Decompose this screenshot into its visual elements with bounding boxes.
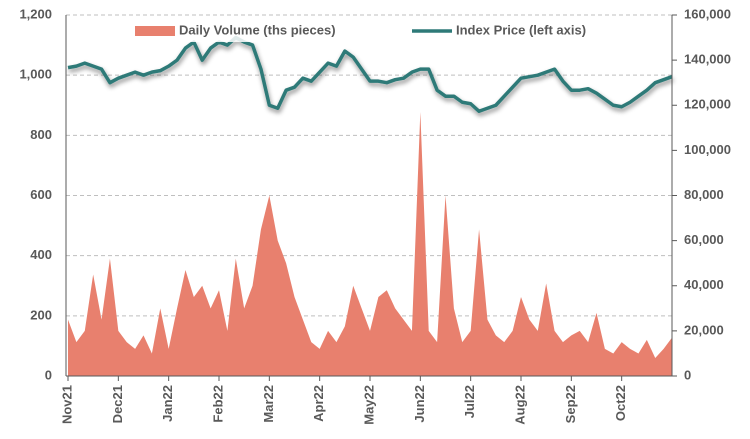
index-line: [67, 35, 673, 114]
y-tick-label: 400: [30, 247, 52, 262]
x-tick-label: Mar22: [261, 385, 276, 423]
y-tick-label: 600: [30, 187, 52, 202]
legend-label: Index Price (left axis): [456, 22, 586, 37]
x-tick-label: Nov21: [59, 385, 74, 424]
x-tick-label: May22: [361, 385, 376, 425]
y2-tick-label: 20,000: [684, 322, 724, 337]
y2-tick-label: 160,000: [684, 6, 731, 21]
y-tick-label: 800: [30, 127, 52, 142]
x-tick-label: Apr22: [311, 385, 326, 422]
x-tick-label: Feb22: [210, 385, 225, 423]
y2-tick-label: 40,000: [684, 277, 724, 292]
x-tick-label: Aug22: [512, 385, 527, 425]
x-tick-label: Sep22: [563, 385, 578, 423]
x-tick-label: Dec21: [110, 385, 125, 423]
legend-background: [135, 20, 605, 42]
y2-tick-label: 140,000: [684, 52, 731, 67]
legend-label: Daily Volume (ths pieces): [179, 22, 336, 37]
x-tick-label: Jun22: [412, 385, 427, 423]
y-tick-label: 1,200: [19, 6, 52, 21]
y2-tick-label: 80,000: [684, 187, 724, 202]
x-tick-label: Jul22: [462, 385, 477, 418]
legend-swatch: [135, 26, 175, 36]
y-tick-label: 200: [30, 307, 52, 322]
x-tick-label: Oct22: [613, 385, 628, 421]
legend: Daily Volume (ths pieces) Index Price (le…: [135, 20, 605, 42]
y-tick-label: 0: [45, 367, 52, 382]
y2-tick-label: 100,000: [684, 142, 731, 157]
y2-tick-label: 0: [684, 367, 691, 382]
y2-tick-label: 120,000: [684, 97, 731, 112]
x-tick-label: Jan22: [160, 385, 175, 422]
y2-tick-label: 60,000: [684, 232, 724, 247]
volume-area: [68, 112, 672, 377]
y-tick-label: 1,000: [19, 67, 52, 82]
